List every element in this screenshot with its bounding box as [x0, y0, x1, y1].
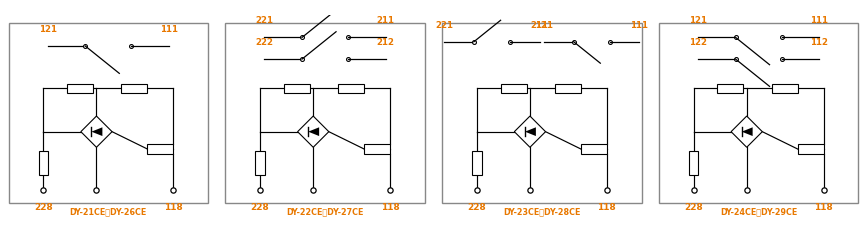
Text: 118: 118 — [381, 203, 400, 212]
Text: 212: 212 — [377, 38, 394, 47]
Text: 111: 111 — [811, 16, 828, 26]
Text: DY-24CE、DY-29CE: DY-24CE、DY-29CE — [720, 208, 798, 216]
Bar — [225, 23, 425, 203]
Polygon shape — [308, 127, 319, 136]
Bar — [284, 84, 310, 93]
Text: DY-22CE、DY-27CE: DY-22CE、DY-27CE — [286, 208, 364, 216]
Text: DY-23CE、DY-28CE: DY-23CE、DY-28CE — [503, 208, 581, 216]
Text: 121: 121 — [39, 25, 56, 34]
Polygon shape — [514, 116, 545, 147]
Text: 111: 111 — [630, 21, 649, 30]
Text: 211: 211 — [377, 16, 394, 26]
Text: 121: 121 — [535, 21, 553, 30]
Bar — [581, 144, 607, 154]
Bar — [718, 84, 744, 93]
Bar — [772, 84, 798, 93]
Text: 228: 228 — [684, 203, 703, 212]
Bar — [147, 144, 173, 154]
Text: 112: 112 — [811, 38, 828, 47]
Bar — [364, 144, 390, 154]
Bar — [688, 151, 699, 175]
Text: 228: 228 — [467, 203, 486, 212]
Text: 221: 221 — [435, 21, 453, 30]
Bar — [39, 151, 49, 175]
Text: 211: 211 — [531, 21, 549, 30]
Polygon shape — [91, 127, 102, 136]
Polygon shape — [731, 116, 762, 147]
Bar — [121, 84, 147, 93]
Bar — [555, 84, 581, 93]
Bar — [9, 23, 208, 203]
Bar — [442, 23, 642, 203]
Polygon shape — [741, 127, 753, 136]
Text: 122: 122 — [689, 38, 707, 47]
Bar — [68, 84, 93, 93]
Polygon shape — [81, 116, 112, 147]
Text: 118: 118 — [814, 203, 833, 212]
Bar — [798, 144, 824, 154]
Text: 221: 221 — [256, 16, 273, 26]
Bar — [501, 84, 527, 93]
Text: 118: 118 — [597, 203, 616, 212]
Text: 118: 118 — [164, 203, 183, 212]
Bar — [659, 23, 858, 203]
Bar — [256, 151, 265, 175]
Bar — [472, 151, 482, 175]
Polygon shape — [297, 116, 329, 147]
Text: 228: 228 — [251, 203, 270, 212]
Text: 228: 228 — [34, 203, 53, 212]
Text: 222: 222 — [256, 38, 273, 47]
Text: 121: 121 — [689, 16, 707, 26]
Text: DY-21CE、DY-26CE: DY-21CE、DY-26CE — [69, 208, 147, 216]
Polygon shape — [525, 127, 536, 136]
Bar — [338, 84, 364, 93]
Text: 111: 111 — [160, 25, 178, 34]
